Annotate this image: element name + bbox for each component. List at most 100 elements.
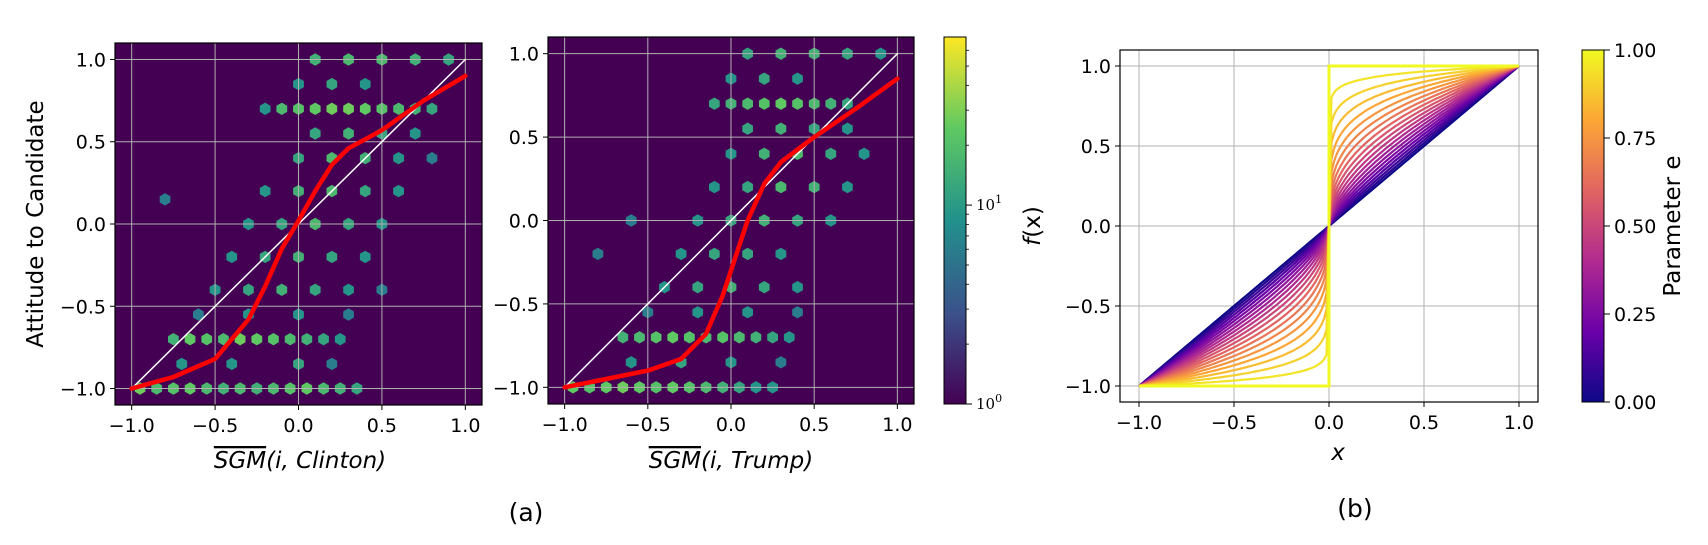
x-tick-label-trump-2: 0.0 — [716, 414, 746, 436]
hexbin-clinton-19 — [184, 333, 196, 346]
ticks-b: −1.0−1.0 −0.5 −0.5 0.0 0.0 0.5 0.5 1.0 1.0 — [1065, 56, 1534, 434]
hexbin-trump-16 — [775, 356, 787, 369]
hexbin-trump-61 — [842, 122, 853, 135]
hexbin-trump-24 — [733, 331, 745, 344]
curve-e-20 — [1139, 64, 1519, 388]
curves-b — [1138, 64, 1520, 388]
y-tick-label-trump-0: −1.0 — [493, 377, 539, 399]
hexbin-clinton-43 — [359, 250, 371, 264]
hexbin-trump-66 — [775, 97, 787, 110]
colorbar-count-gradient — [943, 36, 967, 405]
y-tick-label-trump-3: 0.5 — [509, 127, 539, 149]
y-axis-label-b: f(x) — [1020, 206, 1046, 246]
hexbin-trump-18 — [634, 331, 645, 344]
hexbin-clinton-20 — [201, 333, 213, 346]
x-axis-label-trump: SGM(i, Trump) — [649, 448, 814, 474]
hexbin-clinton-32 — [343, 308, 354, 321]
y-tick-label-clinton-2: 0.0 — [76, 214, 106, 236]
hexbin-trump-33 — [692, 281, 704, 294]
hexbin-clinton-15 — [226, 357, 238, 371]
y-tick-label-trump-4: 1.0 — [509, 44, 539, 66]
hexbin-trump-13 — [625, 356, 637, 369]
hexbin-clinton-50 — [259, 184, 271, 198]
hexbin-trump-62 — [709, 97, 720, 110]
hexbin-trump-37 — [592, 247, 604, 261]
hexbin-clinton-26 — [301, 333, 313, 346]
hexbin-trump-49 — [742, 180, 753, 194]
colorbar-count-ticks: 101 100 — [966, 49, 1002, 413]
hexbin-trump-52 — [842, 180, 853, 194]
parameter-e-chart: −1.0−1.0 −0.5 −0.5 0.0 0.0 0.5 0.5 1.0 1.0 x f(x… — [1020, 49, 1539, 466]
y-tick-label-b-3: 0.5 — [1081, 136, 1111, 158]
hexbin-trump-36 — [792, 281, 803, 294]
x-tick-label-trump-4: 1.0 — [882, 414, 912, 436]
y-tick-label-b-4: 1.0 — [1081, 56, 1111, 78]
hexbin-clinton-76 — [326, 77, 338, 91]
colorbar-count-tick-label-1: 100 — [976, 392, 1002, 413]
colorbar-e-tick-label-0: 1.00 — [1614, 40, 1656, 62]
x-tick-label-clinton-4: 1.0 — [450, 415, 480, 437]
y-tick-label-clinton-3: 0.5 — [76, 132, 106, 154]
y-tick-label-b-2: 0.0 — [1081, 216, 1111, 238]
hexbin-trump-40 — [742, 247, 753, 261]
y-tick-label-trump-2: 0.0 — [509, 211, 539, 233]
hexbin-trump-54 — [758, 147, 770, 160]
x-tick-label-b-0: −1.0 — [1116, 412, 1162, 434]
colorbar-e-label: Parameter e — [1660, 155, 1686, 296]
hexbin-trump-17 — [617, 331, 629, 344]
grid-trump — [548, 37, 914, 404]
hexbin-clinton-28 — [334, 333, 346, 346]
hexbin-clinton-69 — [343, 102, 354, 115]
fit-curve-trump — [562, 76, 900, 390]
hexbin-clinton-14 — [176, 357, 188, 371]
hexbin-trump-20 — [667, 331, 679, 344]
hexbin-trump-39 — [709, 247, 720, 261]
identity-line-trump — [563, 52, 899, 389]
fit-curve-clinton — [129, 73, 468, 391]
hexbin-clinton-27 — [318, 333, 329, 346]
hexbin-clinton-68 — [326, 102, 338, 115]
hexbin-clinton-72 — [393, 102, 404, 115]
x-tick-label-b-4: 1.0 — [1504, 412, 1534, 434]
hexbin-clinton-36 — [309, 283, 321, 296]
hexbin-clinton-25 — [284, 333, 296, 346]
hexbin-trump-19 — [650, 331, 662, 344]
hexbin-clinton-67 — [309, 102, 321, 115]
hexbin-clinton-29 — [193, 308, 204, 321]
hexbin-trump-50 — [775, 180, 787, 194]
hexbin-clinton-42 — [326, 250, 338, 264]
x-tick-label-b-3: 0.5 — [1409, 412, 1439, 434]
y-tick-label-clinton-1: −0.5 — [60, 296, 106, 318]
colorbar-e-ticks: 1.00 0.75 0.50 0.25 0.00 — [1604, 40, 1656, 414]
colorbar-e-tick-label-2: 0.50 — [1614, 216, 1656, 238]
hexbin-trump-21 — [684, 331, 695, 344]
x-axis-label-b: x — [1330, 440, 1345, 466]
y-tick-label-b-0: −1.0 — [1065, 376, 1111, 398]
y-tick-label-clinton-4: 1.0 — [76, 49, 106, 71]
hexbin-trump-57 — [858, 147, 870, 160]
x-tick-label-clinton-2: 0.0 — [283, 415, 313, 437]
hexbin-trump-41 — [775, 247, 787, 261]
hexbin-trump-69 — [825, 97, 837, 110]
hexbin-clinton-44 — [159, 193, 171, 206]
hexbin-clinton-39 — [226, 250, 238, 264]
x-tick-label-clinton-3: 0.5 — [367, 415, 397, 437]
hexbin-clinton-chart: −1.0−1.0 −0.5 −0.5 0.0 0.0 0.5 0.5 1.0 1.0 Attit… — [23, 42, 483, 474]
hexbin-clinton-22 — [234, 333, 246, 346]
hexbin-trump-59 — [775, 122, 787, 135]
hexbin-trump-27 — [783, 331, 795, 344]
hexbin-trump-30 — [742, 306, 753, 319]
hexbin-clinton-64 — [259, 102, 271, 115]
y-tick-label-clinton-0: −1.0 — [60, 379, 106, 401]
x-tick-label-b-2: 0.0 — [1314, 412, 1344, 434]
hexbin-trump-26 — [767, 331, 778, 344]
hexbin-trump-chart: −1.0−1.0 −0.5 −0.5 0.0 0.0 0.5 0.5 1.0 1.0 SGM(i… — [493, 36, 915, 474]
ticks-clinton: −1.0−1.0 −0.5 −0.5 0.0 0.0 0.5 0.5 1.0 1.0 — [60, 49, 481, 437]
colorbar-e-tick-label-4: 0.00 — [1614, 392, 1656, 414]
hexbin-clinton-65 — [276, 102, 288, 115]
hexbin-clinton-74 — [426, 102, 438, 115]
grid-clinton — [115, 43, 482, 405]
hexbin-clinton-77 — [359, 77, 371, 91]
hexbin-trump-29 — [692, 306, 704, 319]
colorbar-count: 101 100 — [943, 36, 1002, 413]
